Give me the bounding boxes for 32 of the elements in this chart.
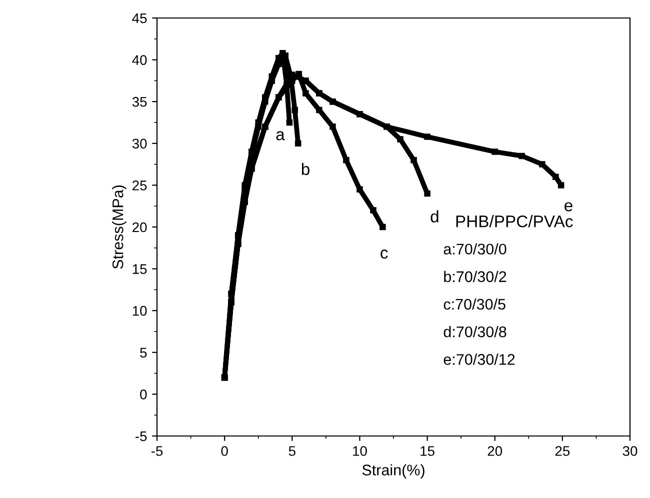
annotation: e:70/30/12: [444, 354, 515, 365]
y-tick-label: 20: [132, 222, 147, 232]
y-tick-label: 0: [140, 390, 147, 400]
x-axis-title: Strain(%): [362, 464, 424, 478]
x-tick-label: 30: [622, 446, 638, 456]
y-tick-label: 15: [132, 264, 147, 274]
annotation: b:70/30/2: [444, 270, 506, 282]
y-tick-label: 40: [132, 55, 147, 65]
x-tick-label: 15: [420, 446, 434, 456]
annotation: PHB/PPC/PVAc: [456, 215, 573, 228]
annotation: a:70/30/0: [444, 243, 506, 255]
y-tick-label: 25: [132, 180, 147, 190]
y-axis-title: Stress(MPa): [112, 186, 126, 269]
series-label: c: [380, 250, 388, 259]
x-tick-label: 5: [288, 446, 296, 456]
series-label: e: [564, 202, 572, 212]
x-tick-label: 20: [488, 446, 502, 456]
x-tick-label: -5: [151, 446, 163, 456]
y-tick-label: 5: [140, 348, 147, 358]
series-label: b: [302, 162, 310, 176]
y-tick-label: 45: [132, 13, 147, 24]
y-tick-label: 30: [132, 138, 147, 149]
y-tick-label: 10: [132, 306, 147, 316]
y-tick-label: -5: [136, 431, 147, 442]
annotation: c:70/30/5: [444, 298, 506, 310]
annotation: d:70/30/8: [444, 326, 506, 338]
x-tick-label: 25: [555, 446, 570, 456]
series-label: a: [276, 131, 285, 140]
series-label: d: [430, 210, 438, 222]
y-tick-label: 35: [132, 96, 147, 107]
x-tick-label: 0: [221, 446, 228, 456]
x-tick-label: 10: [353, 446, 367, 456]
